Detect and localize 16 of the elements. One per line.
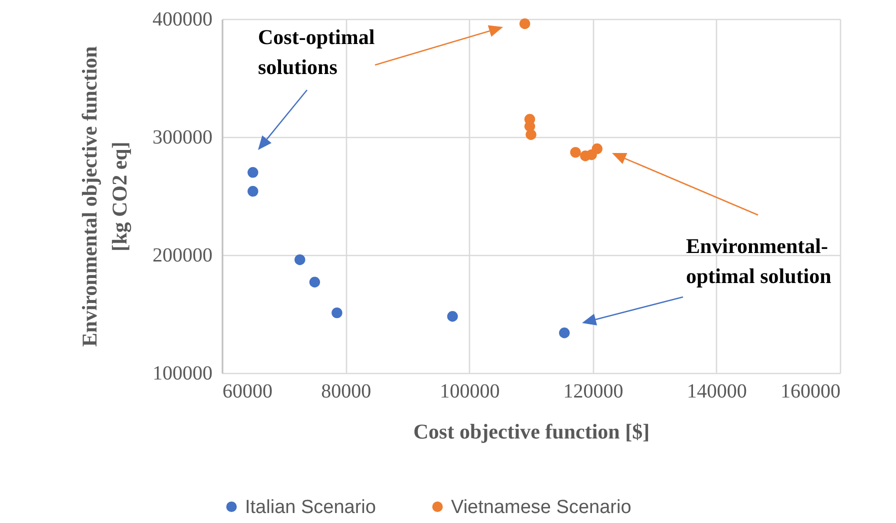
y-tick-label: 200000 (152, 244, 212, 266)
y-tick-label: 300000 (152, 126, 212, 148)
x-tick-label: 80000 (321, 380, 372, 402)
y-axis-title: Environmental objective function [kg CO2 eq] (78, 46, 132, 347)
x-tick-label: 160000 (780, 380, 840, 402)
legend-label: Italian Scenario (245, 496, 376, 518)
legend-label: Vietnamese Scenario (451, 496, 632, 518)
y-tick-label: 100000 (152, 362, 212, 384)
x-tick-label: 120000 (563, 380, 624, 402)
x-axis-title: Cost objective function [$] (413, 420, 650, 444)
x-tick-label: 100000 (440, 380, 500, 402)
annotation: Environmental- optimal solution (686, 234, 832, 288)
x-tick-label: 140000 (686, 380, 747, 402)
x-tick-label: 60000 (222, 380, 272, 402)
y-tick-label: 400000 (152, 8, 212, 30)
annotation: Cost-optimal solutions (258, 25, 375, 79)
